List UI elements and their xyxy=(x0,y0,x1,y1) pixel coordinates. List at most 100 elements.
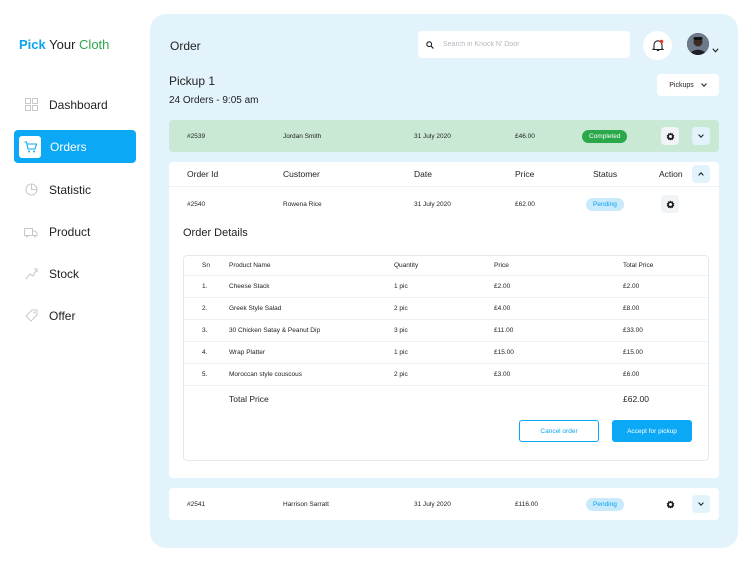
column-status: Status xyxy=(593,169,618,179)
notification-button[interactable] xyxy=(643,31,672,60)
pickups-dropdown-label: Pickups xyxy=(669,81,694,89)
order-row-expanded[interactable]: #2540 Rowena Rice 31 July 2020 £62.00 Pe… xyxy=(169,188,719,220)
item-product: Cheese Stack xyxy=(229,283,270,290)
cart-icon xyxy=(19,135,41,158)
order-id: #2540 xyxy=(187,200,206,208)
column-action: Action xyxy=(659,169,683,179)
column-price: Price xyxy=(515,169,535,179)
order-expanded-panel: Order Id Customer Date Price Status Acti… xyxy=(169,162,719,478)
order-id: #2539 xyxy=(187,132,206,140)
orders-table-header: Order Id Customer Date Price Status Acti… xyxy=(169,162,719,187)
item-quantity: 2 pic xyxy=(394,305,408,312)
order-price: £62.00 xyxy=(515,200,535,208)
item-total: £8.00 xyxy=(623,305,640,312)
table-row: 4. Wrap Platter 1 pic £15.00 £15.00 xyxy=(184,342,708,364)
cancel-order-button[interactable]: Cancel order xyxy=(519,420,599,442)
sidebar-item-product[interactable]: Product xyxy=(14,215,136,248)
order-customer: Jordan Smith xyxy=(283,132,322,140)
pickup-title: Pickup 1 xyxy=(169,74,216,88)
total-price-value: £62.00 xyxy=(623,394,649,404)
column-order-id: Order Id xyxy=(187,169,219,179)
item-sn: 4. xyxy=(202,349,208,356)
item-product: Wrap Platter xyxy=(229,349,266,356)
item-product: Moroccan style couscous xyxy=(229,371,302,378)
order-customer: Rowena Rice xyxy=(283,200,322,208)
chevron-down-icon[interactable] xyxy=(712,40,719,58)
column-date: Date xyxy=(414,169,432,179)
order-date: 31 July 2020 xyxy=(414,132,451,140)
item-quantity: 1 pic xyxy=(394,349,408,356)
collapse-button[interactable] xyxy=(692,165,710,183)
search-bar[interactable] xyxy=(418,31,630,58)
sidebar-item-orders[interactable]: Orders xyxy=(14,130,136,163)
column-quantity: Quantity xyxy=(394,262,419,269)
order-price: £46.00 xyxy=(515,132,535,140)
table-row: 2. Greek Style Salad 2 pic £4.00 £8.00 xyxy=(184,298,708,320)
item-total: £15.00 xyxy=(623,349,643,356)
search-icon xyxy=(426,40,434,49)
sidebar-item-statistic[interactable]: Statistic xyxy=(14,173,136,206)
item-product: Greek Style Salad xyxy=(229,305,282,312)
avatar[interactable] xyxy=(687,33,709,55)
sidebar-item-dashboard[interactable]: Dashboard xyxy=(14,88,136,121)
sidebar-item-label: Stock xyxy=(49,266,80,281)
item-product: 30 Chicken Satay & Peanut Dip xyxy=(229,327,321,334)
item-price: £3.00 xyxy=(494,371,511,378)
chevron-down-icon xyxy=(698,134,704,138)
gear-icon xyxy=(666,199,674,209)
order-details-title: Order Details xyxy=(183,227,248,239)
order-details-table: Sn Product Name Quantity Price Total Pri… xyxy=(183,255,709,461)
app-logo[interactable]: Pick Your Cloth xyxy=(19,37,109,52)
stock-icon xyxy=(23,266,39,282)
table-row: 5. Moroccan style couscous 2 pic £3.00 £… xyxy=(184,364,708,386)
logo-pick: Pick xyxy=(19,37,46,52)
order-date: 31 July 2020 xyxy=(414,500,451,508)
status-badge: Pending xyxy=(586,497,624,511)
status-badge: Pending xyxy=(586,197,624,211)
settings-button[interactable] xyxy=(661,195,679,213)
item-price: £4.00 xyxy=(494,305,511,312)
accept-pickup-button[interactable]: Accept for pickup xyxy=(612,420,692,442)
tag-icon xyxy=(23,308,39,324)
sidebar-item-label: Statistic xyxy=(49,182,92,197)
chevron-down-icon xyxy=(700,83,707,87)
product-icon xyxy=(23,224,39,240)
settings-button[interactable] xyxy=(661,495,679,513)
order-id: #2541 xyxy=(187,500,206,508)
item-sn: 5. xyxy=(202,371,208,378)
sidebar-item-stock[interactable]: Stock xyxy=(14,257,136,290)
column-customer: Customer xyxy=(283,169,320,179)
item-sn: 1. xyxy=(202,283,208,290)
sidebar-item-label: Orders xyxy=(50,139,87,154)
main-panel: Order Pickup 1 24 Orders - 9:05 am Picku… xyxy=(150,14,738,548)
total-price-label: Total Price xyxy=(229,394,269,404)
item-sn: 3. xyxy=(202,327,208,334)
item-sn: 2. xyxy=(202,305,208,312)
column-price: Price xyxy=(494,262,509,269)
settings-button[interactable] xyxy=(661,127,679,145)
order-price: £116.00 xyxy=(515,500,539,508)
pie-chart-icon xyxy=(23,182,39,198)
item-price: £11.00 xyxy=(494,327,514,334)
item-total: £2.00 xyxy=(623,283,640,290)
column-sn: Sn xyxy=(202,262,210,269)
logo-cloth: Cloth xyxy=(79,37,110,52)
expand-button[interactable] xyxy=(692,495,710,513)
order-row-pending[interactable]: #2541 Harrison Sarratt 31 July 2020 £116… xyxy=(169,488,719,520)
item-price: £2.00 xyxy=(494,283,511,290)
pickups-dropdown[interactable]: Pickups xyxy=(657,74,719,96)
expand-button[interactable] xyxy=(692,127,710,145)
order-row-completed[interactable]: #2539 Jordan Smith 31 July 2020 £46.00 C… xyxy=(169,120,719,152)
search-input[interactable] xyxy=(443,41,613,48)
order-date: 31 July 2020 xyxy=(414,200,451,208)
total-price-row: Total Price £62.00 xyxy=(184,386,708,412)
order-customer: Harrison Sarratt xyxy=(283,500,329,508)
status-badge: Completed xyxy=(582,129,628,143)
item-total: £6.00 xyxy=(623,371,640,378)
item-quantity: 1 pic xyxy=(394,283,408,290)
pickup-subtitle: 24 Orders - 9:05 am xyxy=(169,95,259,106)
table-row: 1. Cheese Stack 1 pic £2.00 £2.00 xyxy=(184,276,708,298)
sidebar-item-label: Offer xyxy=(49,308,76,323)
sidebar-item-label: Product xyxy=(49,224,91,239)
sidebar-item-offer[interactable]: Offer xyxy=(14,299,136,332)
